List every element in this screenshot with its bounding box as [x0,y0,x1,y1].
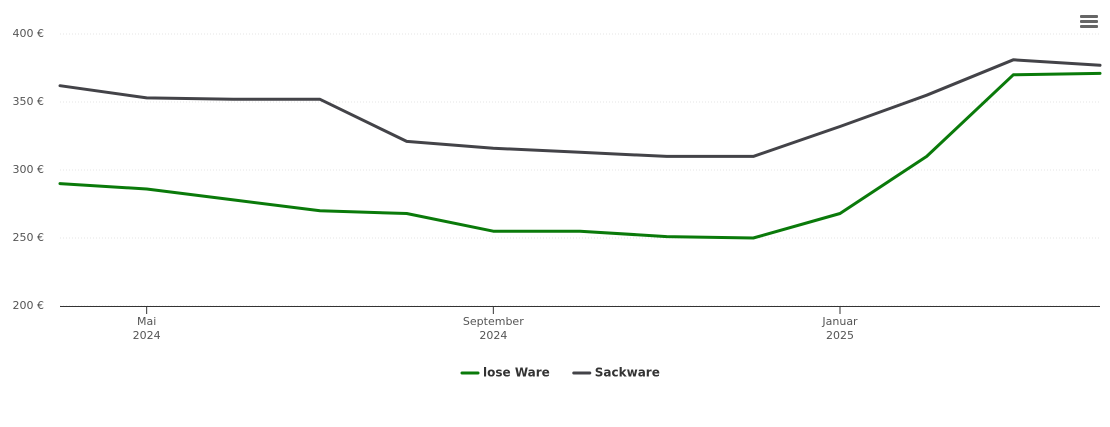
legend: lose Ware Sackware [460,366,660,380]
legend-label: lose Ware [483,366,550,380]
y-tick-label: 350 € [13,95,45,108]
y-tick-label: 400 € [13,27,45,40]
menu-bar [1080,15,1098,18]
y-tick-label: 200 € [13,299,45,312]
menu-bar [1080,25,1098,28]
x-tick-label: 2025 [826,329,854,342]
y-tick-label: 300 € [13,163,45,176]
x-tick-label: 2024 [133,329,161,342]
x-tick-label: 2024 [479,329,507,342]
x-tick-label: Mai [137,315,156,328]
series-line [58,71,1102,240]
menu-bar [1080,20,1098,23]
x-tick-label: September [463,315,524,328]
x-tick-label: Januar [821,315,858,328]
y-tick-label: 250 € [13,231,45,244]
series-line [58,58,1102,158]
menu-button[interactable] [1080,15,1098,28]
legend-label: Sackware [595,366,660,380]
